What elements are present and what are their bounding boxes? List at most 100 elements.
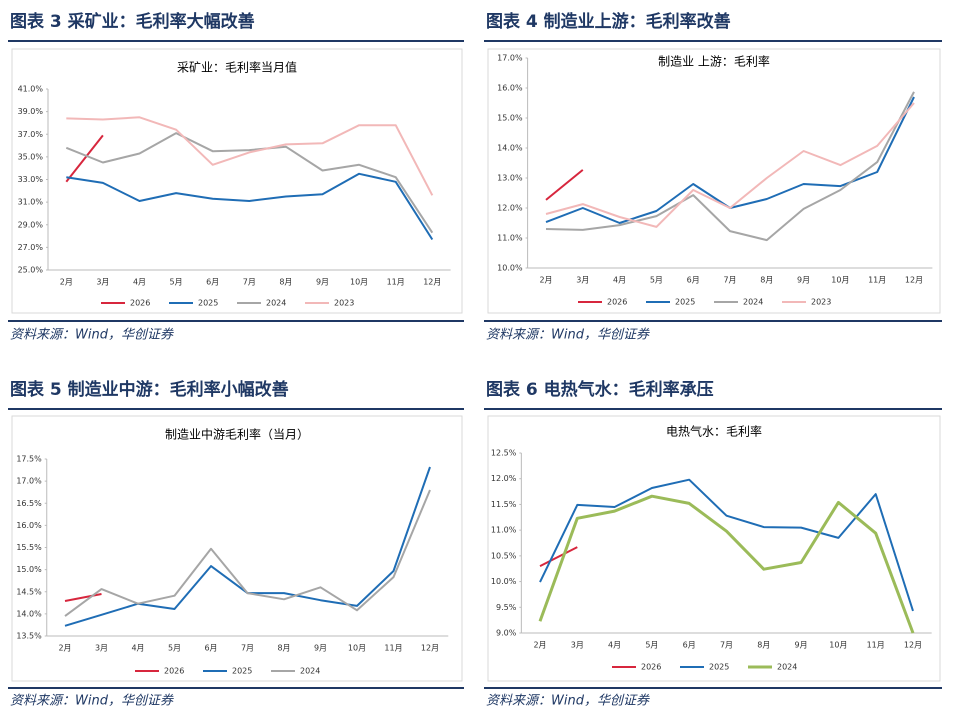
x-tick-label: 2月 xyxy=(539,276,552,285)
x-tick-label: 7月 xyxy=(720,641,733,650)
y-tick-label: 39.0% xyxy=(18,107,44,116)
x-tick-label: 6月 xyxy=(204,644,217,653)
y-tick-label: 15.0% xyxy=(497,114,523,123)
y-tick-label: 14.0% xyxy=(16,609,42,618)
x-tick-label: 12月 xyxy=(421,644,439,653)
x-tick-label: 7月 xyxy=(243,278,256,287)
x-tick-label: 6月 xyxy=(683,641,696,650)
y-tick-label: 12.0% xyxy=(491,474,517,483)
series-line xyxy=(539,478,914,612)
x-tick-label: 8月 xyxy=(277,644,290,653)
x-tick-label: 12月 xyxy=(423,278,441,287)
figure-heading: 图表 3 采矿业：毛利率大幅改善 xyxy=(10,11,255,32)
x-tick-label: 3月 xyxy=(576,276,589,285)
x-tick-label: 9月 xyxy=(795,641,808,650)
y-tick-label: 16.0% xyxy=(16,521,42,530)
y-tick-label: 41.0% xyxy=(18,85,44,94)
x-tick-label: 5月 xyxy=(645,641,658,650)
series-line xyxy=(65,134,104,183)
legend-label: 2024 xyxy=(266,299,286,308)
legend-label: 2023 xyxy=(811,298,831,307)
chart-title: 采矿业：毛利率当月值 xyxy=(177,60,297,75)
legend-label: 2026 xyxy=(130,299,150,308)
x-tick-label: 8月 xyxy=(760,276,773,285)
series-line xyxy=(538,494,915,634)
x-tick-label: 10月 xyxy=(350,278,368,287)
x-tick-label: 12月 xyxy=(904,641,922,650)
y-tick-label: 10.0% xyxy=(491,577,517,586)
chart-title: 制造业中游毛利率（当月） xyxy=(165,427,309,442)
legend-label: 2025 xyxy=(709,663,729,672)
y-tick-label: 10.5% xyxy=(491,551,517,560)
y-tick-label: 15.0% xyxy=(16,565,42,574)
legend-label: 2025 xyxy=(675,298,695,307)
x-tick-label: 2月 xyxy=(60,278,73,287)
x-tick-label: 10月 xyxy=(831,276,849,285)
source-note: 资料来源：Wind，华创证券 xyxy=(486,694,650,709)
y-tick-label: 11.0% xyxy=(497,234,523,243)
x-tick-label: 7月 xyxy=(241,644,254,653)
y-tick-label: 14.5% xyxy=(16,587,42,596)
x-tick-label: 12月 xyxy=(905,276,923,285)
source-note: 资料来源：Wind，华创证券 xyxy=(486,328,650,343)
y-tick-label: 16.5% xyxy=(16,499,42,508)
legend-label: 2025 xyxy=(232,667,252,676)
x-tick-label: 2月 xyxy=(58,644,71,653)
chart-title: 制造业 上游：毛利率 xyxy=(658,54,770,69)
figure-heading: 图表 6 电热气水：毛利率承压 xyxy=(486,379,714,400)
legend-label: 2024 xyxy=(777,663,797,672)
y-tick-label: 31.0% xyxy=(18,198,44,207)
y-tick-label: 14.0% xyxy=(497,144,523,153)
y-tick-label: 11.0% xyxy=(491,526,517,535)
y-tick-label: 9.5% xyxy=(496,603,517,612)
series-line xyxy=(66,116,434,196)
x-tick-label: 4月 xyxy=(131,644,144,653)
x-tick-label: 9月 xyxy=(314,644,327,653)
y-tick-label: 33.0% xyxy=(18,175,44,184)
x-tick-label: 4月 xyxy=(608,641,621,650)
y-tick-label: 17.0% xyxy=(497,54,523,63)
series-line xyxy=(539,546,578,567)
x-tick-label: 8月 xyxy=(279,278,292,287)
x-tick-label: 11月 xyxy=(867,641,885,650)
x-tick-label: 10月 xyxy=(348,644,366,653)
series-line xyxy=(545,91,915,242)
x-tick-label: 8月 xyxy=(757,641,770,650)
legend-label: 2026 xyxy=(641,663,661,672)
y-tick-label: 17.0% xyxy=(16,477,42,486)
chart-frame xyxy=(487,415,941,682)
figure-heading: 图表 5 制造业中游：毛利率小幅改善 xyxy=(10,379,289,400)
source-note: 资料来源：Wind，华创证券 xyxy=(10,694,174,709)
x-tick-label: 11月 xyxy=(384,644,402,653)
y-tick-label: 13.0% xyxy=(497,174,523,183)
y-tick-label: 16.0% xyxy=(497,84,523,93)
y-tick-label: 15.5% xyxy=(16,543,42,552)
x-tick-label: 9月 xyxy=(316,278,329,287)
x-tick-label: 6月 xyxy=(206,278,219,287)
y-tick-label: 29.0% xyxy=(18,220,44,229)
y-tick-label: 12.0% xyxy=(497,204,523,213)
chart-frame xyxy=(487,48,941,314)
y-tick-label: 35.0% xyxy=(18,152,44,161)
source-note: 资料来源：Wind，华创证券 xyxy=(10,328,174,343)
x-tick-label: 11月 xyxy=(868,276,886,285)
x-tick-label: 5月 xyxy=(170,278,183,287)
x-tick-label: 6月 xyxy=(687,276,700,285)
legend-label: 2024 xyxy=(300,667,320,676)
x-tick-label: 4月 xyxy=(613,276,626,285)
chart-title: 电热气水：毛利率 xyxy=(666,424,762,439)
y-tick-label: 27.0% xyxy=(18,243,44,252)
x-tick-label: 2月 xyxy=(533,641,546,650)
x-tick-label: 10月 xyxy=(829,641,847,650)
x-tick-label: 3月 xyxy=(96,278,109,287)
y-tick-label: 12.5% xyxy=(491,449,517,458)
series-line xyxy=(64,593,102,602)
legend-label: 2025 xyxy=(198,299,218,308)
x-tick-label: 9月 xyxy=(797,276,810,285)
series-line xyxy=(545,102,915,228)
x-tick-label: 11月 xyxy=(387,278,405,287)
x-tick-label: 5月 xyxy=(168,644,181,653)
series-line xyxy=(545,169,584,201)
x-tick-label: 3月 xyxy=(571,641,584,650)
